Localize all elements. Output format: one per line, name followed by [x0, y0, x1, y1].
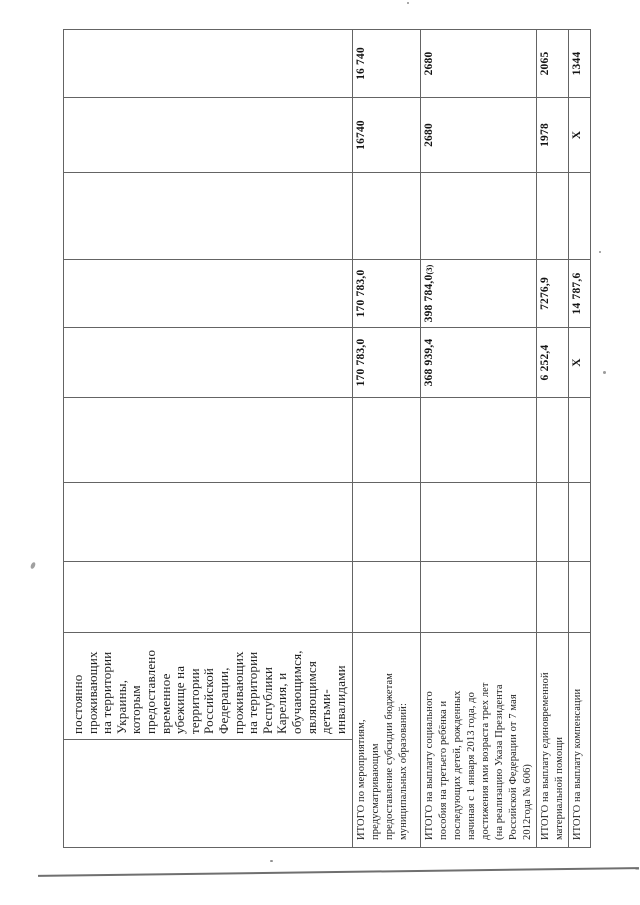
empty-cell	[568, 172, 591, 260]
value-cell: X	[568, 327, 591, 398]
value-cell: 16 740	[352, 29, 421, 98]
value-cell: 16740	[352, 97, 421, 173]
value-cell: 6 252,4	[536, 327, 569, 398]
empty-cell	[536, 561, 569, 633]
row-label-third-child-benefit: ИТОГО на выплату социального пособия на …	[420, 632, 537, 848]
table-row-third-child-benefit: ИТОГО на выплату социального пособия на …	[420, 29, 537, 848]
empty-cell	[568, 397, 591, 483]
empty-cell	[420, 561, 537, 633]
empty-cell	[63, 397, 353, 483]
header-empty-cell	[63, 739, 353, 848]
empty-cell	[352, 482, 421, 562]
value-cell: X	[568, 97, 591, 173]
empty-cell	[63, 97, 353, 173]
empty-cell	[568, 561, 591, 633]
empty-cell	[568, 482, 591, 562]
table-row-compensation: ИТОГО на выплату компенсации X 14 787,6 …	[568, 29, 591, 848]
row-label-compensation: ИТОГО на выплату компенсации	[568, 632, 591, 848]
empty-cell	[352, 397, 421, 483]
value-cell: 2680	[420, 97, 537, 173]
scan-speck	[29, 561, 37, 570]
empty-cell	[536, 397, 569, 483]
scan-speck	[603, 371, 606, 374]
table-row-onetime-assistance: ИТОГО на выплату единовременной материал…	[536, 29, 569, 848]
empty-cell	[63, 172, 353, 260]
rotated-table-area: постоянно проживающих на территории Укра…	[63, 29, 591, 848]
empty-cell	[63, 561, 353, 633]
value-cell: 170 783,0	[352, 327, 421, 398]
empty-cell	[63, 259, 353, 328]
value-cell: 14 787,6	[568, 259, 591, 328]
row-label-onetime-assistance: ИТОГО на выплату единовременной материал…	[536, 632, 569, 848]
value-cell: 7276,9	[536, 259, 569, 328]
empty-cell	[352, 561, 421, 633]
empty-cell	[352, 172, 421, 260]
empty-cell	[63, 327, 353, 398]
value-cell: 2065	[536, 29, 569, 98]
scan-speck	[407, 2, 409, 4]
empty-cell	[536, 172, 569, 260]
empty-cell	[420, 397, 537, 483]
row-label-totals-subsidies: ИТОГО по мероприятиям, предусматривающим…	[352, 632, 421, 848]
rotated-table: постоянно проживающих на территории Укра…	[63, 29, 591, 848]
value-cell: 170 783,0	[352, 259, 421, 328]
budget-table: постоянно проживающих на территории Укра…	[63, 29, 591, 848]
empty-cell	[63, 482, 353, 562]
empty-cell	[420, 482, 537, 562]
footnote-marker: (3)	[424, 264, 434, 275]
scan-speck	[599, 251, 601, 253]
value-cell: 368 939,4	[420, 327, 537, 398]
value-cell: 2680	[420, 29, 537, 98]
empty-cell	[420, 172, 537, 260]
value-cell: 1344	[568, 29, 591, 98]
value-cell: 1978	[536, 97, 569, 173]
empty-cell	[536, 482, 569, 562]
scan-speck	[270, 860, 273, 862]
header-row: постоянно проживающих на территории Укра…	[63, 29, 353, 848]
page-bottom-rule	[38, 867, 639, 877]
value-cell-with-footnote: 398 784,0(3)	[420, 259, 537, 328]
table-row-totals-subsidies: ИТОГО по мероприятиям, предусматривающим…	[352, 29, 421, 848]
header-text-cell: постоянно проживающих на территории Укра…	[63, 632, 353, 740]
empty-cell	[63, 29, 353, 98]
header-continuation-text: постоянно проживающих на территории Укра…	[70, 649, 348, 734]
